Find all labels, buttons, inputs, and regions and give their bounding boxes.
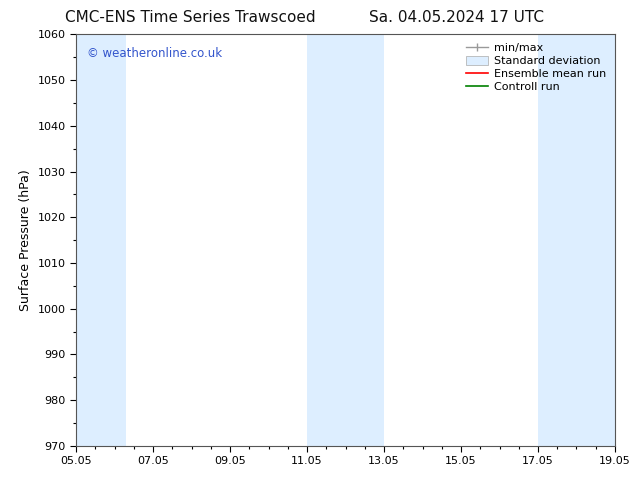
Text: Sa. 04.05.2024 17 UTC: Sa. 04.05.2024 17 UTC bbox=[369, 10, 544, 25]
Bar bbox=[76, 34, 126, 446]
Text: © weatheronline.co.uk: © weatheronline.co.uk bbox=[87, 47, 222, 60]
Bar bbox=[538, 34, 615, 446]
Y-axis label: Surface Pressure (hPa): Surface Pressure (hPa) bbox=[19, 169, 32, 311]
Legend: min/max, Standard deviation, Ensemble mean run, Controll run: min/max, Standard deviation, Ensemble me… bbox=[462, 39, 611, 97]
Text: CMC-ENS Time Series Trawscoed: CMC-ENS Time Series Trawscoed bbox=[65, 10, 316, 25]
Bar bbox=[307, 34, 384, 446]
